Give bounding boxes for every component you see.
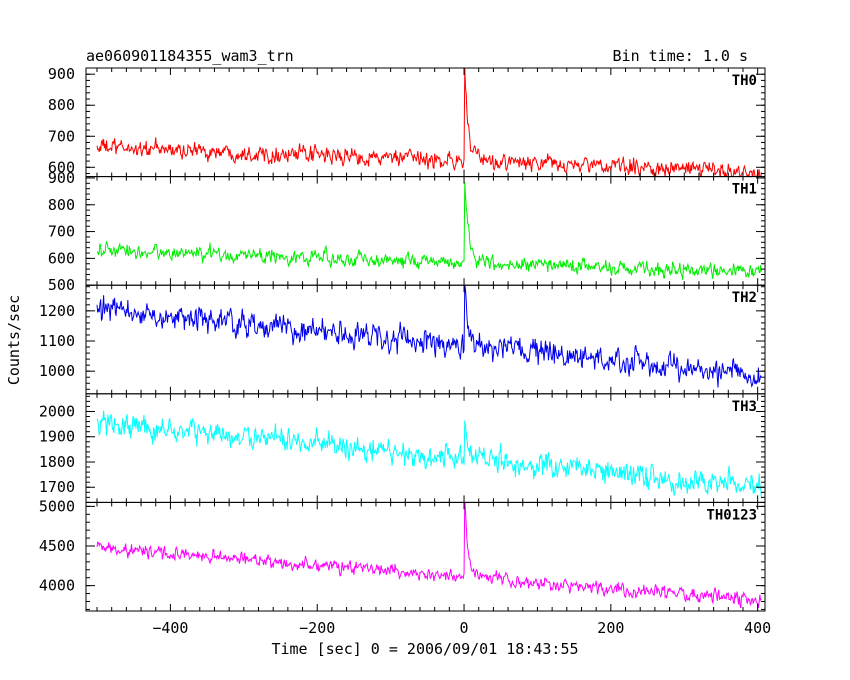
chart-subtitle: Bin time: 1.0 s — [613, 47, 748, 65]
panel-th1: TH1 500 600 700 800 900 — [48, 169, 766, 294]
panel-th0123: TH0123 4000 4500 5000 — [39, 497, 766, 612]
y-tick-label: 1700 — [39, 478, 75, 496]
series-th1 — [96, 182, 762, 280]
y-tick-label: 500 — [48, 276, 75, 294]
y-tick-label: 600 — [48, 158, 75, 176]
x-tick-label: 0 — [460, 619, 469, 637]
series-th3 — [96, 410, 762, 499]
panel-frame-th2 — [85, 284, 766, 395]
y-tick-label: 4500 — [39, 537, 75, 555]
y-tick-label: 900 — [48, 65, 75, 83]
panel-frame-th3 — [85, 393, 766, 503]
panel-label-th3: TH3 — [732, 399, 757, 415]
y-axis-label: Counts/sec — [5, 295, 23, 385]
y-tick-label: 1200 — [39, 302, 75, 320]
y-tick-label: 1800 — [39, 453, 75, 471]
y-tick-label: 900 — [48, 169, 75, 187]
x-axis-ticks: −400 −200 0 200 400 — [152, 619, 771, 637]
y-tick-label: 1100 — [39, 332, 75, 350]
x-tick-label: 200 — [597, 619, 624, 637]
y-tick-label: 4000 — [39, 577, 75, 595]
panel-th3: TH3 1700 1800 1900 2000 — [39, 393, 766, 503]
panel-label-th0: TH0 — [732, 73, 757, 89]
y-tick-label: 800 — [48, 196, 75, 214]
y-tick-label: 1900 — [39, 428, 75, 446]
panel-frame-th1 — [85, 176, 766, 286]
panel-label-th1: TH1 — [732, 182, 757, 198]
series-th0 — [96, 68, 762, 177]
panels-group: TH0 600 700 800 900 TH1 500 600 700 800 900 TH2 1000… — [39, 65, 766, 612]
series-th0123 — [96, 502, 762, 609]
panel-label-th0123: TH0123 — [706, 507, 757, 523]
chart-title: ae060901184355_wam3_trn — [86, 47, 294, 65]
panel-label-th2: TH2 — [732, 290, 757, 306]
panel-th0: TH0 600 700 800 900 — [48, 65, 766, 178]
y-tick-label: 700 — [48, 223, 75, 241]
x-tick-label: −200 — [299, 619, 335, 637]
panel-th2: TH2 1000 1100 1200 — [39, 284, 766, 395]
y-tick-label: 2000 — [39, 402, 75, 420]
x-tick-label: 400 — [744, 619, 771, 637]
y-tick-label: 5000 — [39, 497, 75, 515]
y-tick-label: 600 — [48, 249, 75, 267]
y-tick-label: 1000 — [39, 362, 75, 380]
x-axis-label: Time [sec] 0 = 2006/09/01 18:43:55 — [271, 640, 578, 658]
y-tick-label: 800 — [48, 96, 75, 114]
y-tick-label: 700 — [48, 127, 75, 145]
panel-frame-th0123 — [85, 501, 766, 612]
x-tick-label: −400 — [152, 619, 188, 637]
series-th2 — [96, 285, 762, 388]
